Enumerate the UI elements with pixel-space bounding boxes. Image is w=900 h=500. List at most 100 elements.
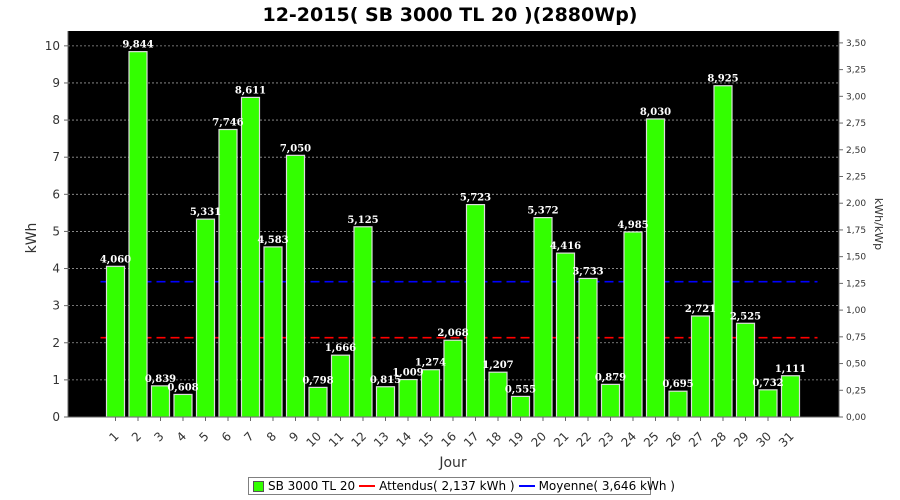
data-label: 2,068 [437,328,468,339]
y2-tick-label: 0,75 [846,333,866,343]
y2-tick-label: 2,75 [846,119,866,129]
x-tick-label: 2 [129,429,144,444]
x-tick-label: 26 [663,429,684,450]
bar [128,51,148,418]
bar [420,369,441,418]
bar [353,226,373,418]
y2-tick-label: 1,50 [846,253,866,263]
data-label: 5,372 [527,206,558,217]
y2-tick-label: 0,25 [846,386,866,396]
x-tick-label: 10 [303,429,324,450]
legend-item-attendus: Attendus( 2,137 kWh ) [359,479,515,493]
y-tick-label: 0 [52,410,60,424]
bar [263,246,283,418]
bar [600,383,621,418]
y-tick-label: 10 [45,39,60,53]
y2-tick-label: 1,75 [846,226,866,236]
bar [780,375,801,418]
data-label: 8,030 [640,107,671,118]
data-label: 5,125 [347,215,378,226]
x-tick-label: 23 [596,429,617,450]
x-tick-label: 11 [326,429,347,450]
x-tick-label: 15 [416,429,437,450]
y2-tick-label: 3,50 [846,39,866,49]
data-label: 1,009 [392,368,423,379]
data-label: 1,666 [325,343,356,354]
legend-label-series: SB 3000 TL 20 [268,479,356,493]
y2-tick-label: 3,25 [846,66,866,76]
data-label: 0,879 [595,372,626,383]
data-label: 9,844 [122,40,153,51]
y-tick-label: 4 [52,262,60,276]
data-label: 4,416 [550,241,581,252]
x-tick-label: 16 [438,429,459,450]
legend-line-moyenne [518,485,535,487]
x-tick-label: 1 [106,429,121,444]
bar [690,315,711,418]
bar [330,354,351,418]
bar [465,203,486,418]
data-label: 0,555 [505,384,536,395]
bar [645,118,666,418]
legend-line-attendus [359,485,376,487]
bar [240,96,261,418]
bar [578,277,598,418]
x-tick-label: 28 [708,429,729,450]
x-tick-label: 12 [348,429,369,450]
data-label: 0,798 [302,375,333,386]
x-tick-label: 25 [641,429,662,450]
data-label: 5,331 [190,207,221,218]
bar [308,386,328,418]
bar [510,395,531,418]
x-tick-label: 3 [151,429,166,444]
bar [105,265,126,418]
bars [105,51,801,418]
x-tick-label: 30 [753,429,774,450]
y2-tick-label: 2,50 [846,146,866,156]
bar [195,218,216,418]
x-tick-label: 9 [286,429,301,444]
y-tick-label: 8 [52,113,60,127]
x-tick-label: 21 [551,429,572,450]
data-label: 1,274 [415,358,446,369]
y-tick-label: 3 [52,299,60,313]
y2-tick-label: 2,25 [846,172,866,182]
data-label: 8,925 [707,74,738,85]
bar [398,378,418,418]
bar [555,252,576,418]
bar [173,393,193,418]
x-tick-label: 20 [528,429,549,450]
x-tick-label: 29 [731,429,752,450]
data-label: 5,723 [460,193,491,204]
y2-tick-label: 1,00 [846,306,866,316]
data-label: 7,746 [212,118,243,129]
y2-tick-label: 0,50 [846,360,866,370]
data-label: 0,815 [370,375,401,386]
x-tick-label: 18 [483,429,504,450]
data-label: 3,733 [572,266,603,277]
x-tick-label: 4 [174,429,189,444]
x-tick-label: 5 [196,429,211,444]
bar [218,128,238,418]
x-tick-label: 6 [219,429,234,444]
bar [443,339,463,418]
data-label: 8,611 [235,85,266,96]
x-axis-label: Jour [438,455,467,471]
x-tick-label: 27 [686,429,707,450]
bar [623,231,643,418]
x-tick-label: 17 [461,429,482,450]
bar [758,389,778,418]
y2-tick-label: 3,00 [846,92,866,102]
x-tick-label: 22 [573,429,594,450]
y2-tick-label: 2,00 [846,199,866,209]
x-tick-label: 7 [241,429,256,444]
x-tick-label: 14 [393,429,414,450]
data-label: 4,985 [617,220,648,231]
data-label: 0,695 [662,379,693,390]
x-tick-label: 13 [371,429,392,450]
y2-tick-label: 0,00 [846,413,866,423]
data-label: 7,050 [280,143,311,154]
data-label: 4,060 [100,254,131,265]
